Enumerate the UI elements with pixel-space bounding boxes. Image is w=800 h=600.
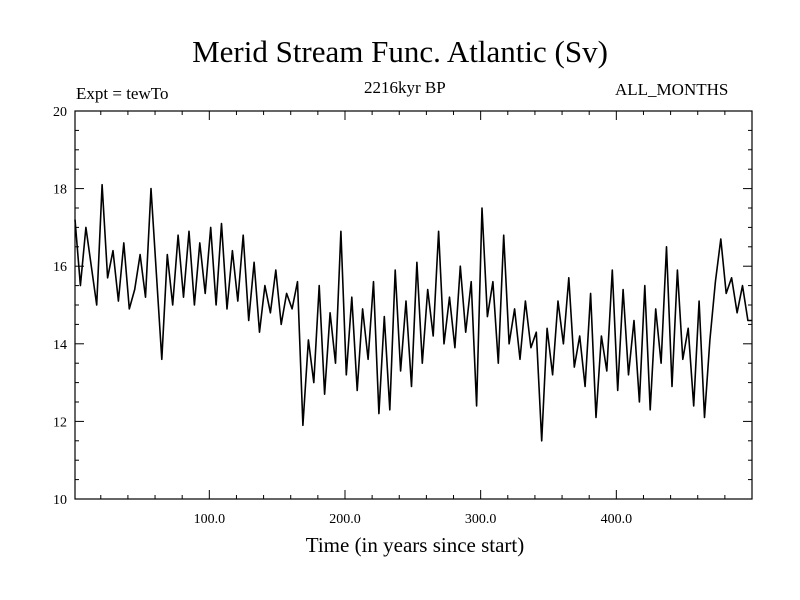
y-tick-label: 18 — [53, 183, 67, 198]
months-label: ALL_MONTHS — [615, 80, 729, 99]
series-line-0 — [74, 183, 752, 442]
y-tick-label: 16 — [53, 260, 67, 275]
chart-marks — [74, 183, 752, 442]
x-tick-label: 100.0 — [194, 512, 226, 527]
x-tick-label: 400.0 — [601, 512, 633, 527]
chart-title: Merid Stream Func. Atlantic (Sv) — [192, 34, 608, 69]
y-tick-label: 14 — [53, 338, 67, 353]
axis-ticks: 10 12 14 16 18 20 100.0 200.0 300.0 400.0 — [53, 105, 752, 527]
x-tick-label: 300.0 — [465, 512, 497, 527]
y-tick-label: 10 — [53, 493, 67, 508]
y-tick-label: 12 — [53, 415, 67, 430]
x-tick-label: 200.0 — [329, 512, 361, 527]
period-label: 2216kyr BP — [364, 78, 446, 97]
y-tick-label: 20 — [53, 105, 67, 120]
x-axis-title: Time (in years since start) — [305, 533, 525, 557]
experiment-label: Expt = tewTo — [76, 84, 169, 103]
plot-frame — [74, 110, 753, 500]
